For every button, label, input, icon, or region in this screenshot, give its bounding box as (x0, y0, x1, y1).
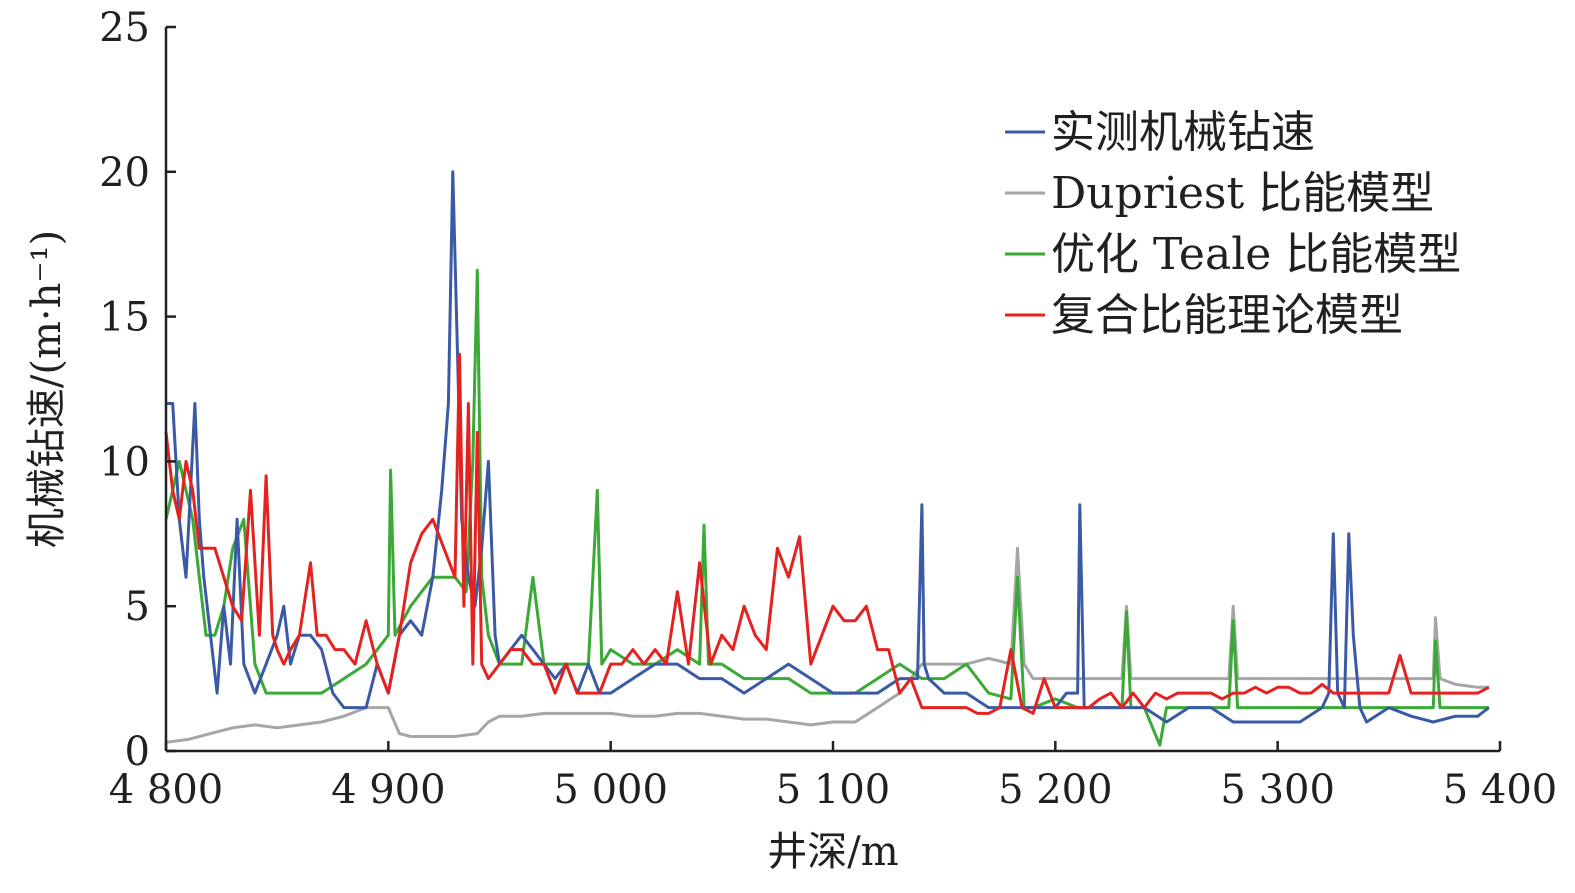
y-tick-label: 25 (99, 5, 150, 51)
x-tick-label: 4 800 (109, 767, 224, 813)
series-line-3 (164, 352, 1490, 715)
legend-label: 优化 Teale 比能模型 (1051, 229, 1461, 280)
x-axis-label: 井深/m (767, 829, 898, 875)
legend-label: Dupriest 比能模型 (1051, 168, 1434, 219)
y-ticks: 0 5 10 15 20 25 (99, 5, 176, 775)
series-line-2 (164, 268, 1489, 747)
y-tick-label: 5 (125, 584, 150, 630)
x-tick-label: 5 100 (776, 767, 891, 813)
x-tick-label: 5 200 (998, 767, 1113, 813)
y-tick-label: 20 (99, 150, 150, 196)
y-axis-label: 机械钻速/(m·h⁻¹) (24, 230, 70, 548)
x-tick-label: 4 900 (331, 767, 446, 813)
y-tick-label: 15 (99, 295, 150, 341)
legend-label: 复合比能理论模型 (1051, 290, 1403, 341)
x-tick-label: 5 400 (1443, 767, 1558, 813)
series-layer (164, 170, 1490, 747)
y-tick-label: 0 (125, 729, 150, 775)
x-tick-label: 5 300 (1220, 767, 1335, 813)
series-line-1 (165, 546, 1489, 744)
x-tick-label: 5 000 (553, 767, 668, 813)
series-line-0 (166, 170, 1490, 724)
y-tick-label: 10 (99, 439, 150, 485)
legend-label: 实测机械钻速 (1051, 107, 1315, 158)
x-ticks: 4 800 4 900 5 000 5 100 5 200 5 300 5 400 (109, 741, 1558, 813)
